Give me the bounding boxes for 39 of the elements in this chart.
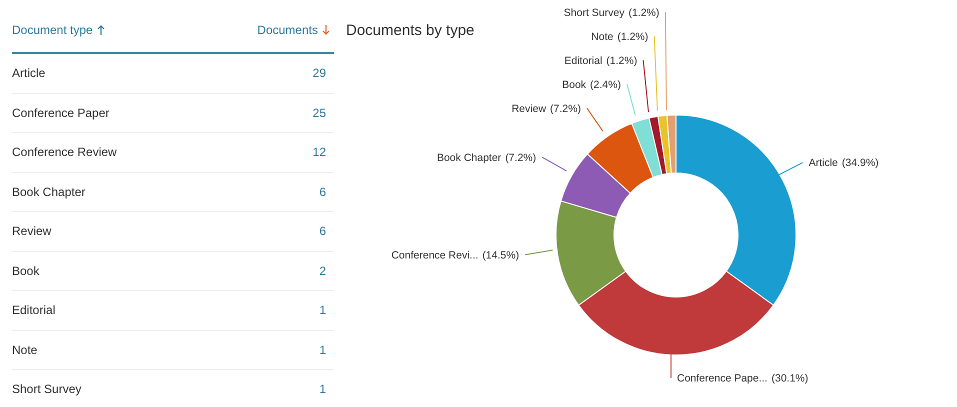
data-label: 6: [319, 184, 326, 199]
category-label: Book: [12, 264, 40, 278]
category-label: Article: [12, 66, 46, 80]
data-label: (1.2%): [617, 30, 648, 43]
slice-label: Editorial: [564, 54, 602, 67]
text: Documents: [257, 23, 319, 37]
text: Documents by type: [346, 22, 474, 39]
category-label: Editorial: [12, 303, 56, 318]
data-label: (2.4%): [590, 78, 621, 91]
slice-label: Book Chapter: [436, 152, 502, 164]
data-label: 1: [319, 342, 326, 357]
data-label: (1.2%): [628, 6, 660, 19]
slice-label: Article: [808, 157, 838, 170]
slice-label: Note: [591, 30, 614, 43]
data-label: 2: [319, 264, 326, 278]
category-label: Note: [12, 342, 38, 357]
slice-label: Short Survey: [564, 6, 626, 19]
data-label: 12: [312, 145, 326, 160]
data-label: 6: [319, 224, 326, 238]
data-label: (7.2%): [550, 102, 581, 115]
data-label: (34.9%): [842, 157, 879, 170]
slice-label: Review: [512, 102, 546, 115]
text: Document type: [12, 23, 94, 37]
data-label: (14.5%): [482, 249, 520, 262]
category-label: Conference Review: [12, 145, 117, 160]
data-label: 1: [319, 382, 326, 396]
slice-label: Conference Pape...: [677, 372, 768, 385]
category-label: Book Chapter: [12, 184, 86, 199]
slice-label: Conference Revi...: [391, 249, 478, 262]
data-label: 25: [312, 106, 326, 120]
slice-label: Book: [562, 78, 587, 91]
category-label: Short Survey: [12, 382, 82, 396]
data-label: (30.1%): [771, 372, 808, 385]
data-label: 29: [312, 66, 326, 80]
category-label: Review: [12, 224, 52, 238]
data-label: 1: [319, 303, 326, 318]
category-label: Conference Paper: [12, 106, 110, 120]
data-label: (1.2%): [606, 54, 638, 67]
data-label: (7.2%): [505, 152, 536, 164]
